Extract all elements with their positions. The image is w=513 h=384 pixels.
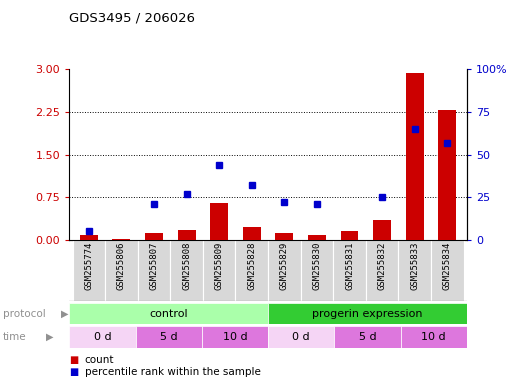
Text: 5 d: 5 d — [359, 332, 376, 342]
Text: time: time — [3, 332, 26, 342]
Text: GSM255808: GSM255808 — [182, 241, 191, 290]
Bar — [334, 326, 401, 348]
Bar — [235, 240, 268, 301]
Text: ■: ■ — [69, 355, 78, 365]
Bar — [137, 240, 170, 301]
Text: progerin expression: progerin expression — [312, 309, 423, 319]
Bar — [170, 240, 203, 301]
Text: GSM255828: GSM255828 — [247, 241, 256, 290]
Text: GSM255807: GSM255807 — [149, 241, 159, 290]
Text: GSM255831: GSM255831 — [345, 241, 354, 290]
Text: GSM255829: GSM255829 — [280, 241, 289, 290]
Bar — [301, 240, 333, 301]
Text: ■: ■ — [69, 367, 78, 377]
Text: GSM255809: GSM255809 — [214, 241, 224, 290]
Text: ▶: ▶ — [46, 332, 54, 342]
Text: GDS3495 / 206026: GDS3495 / 206026 — [69, 12, 195, 25]
Bar — [69, 326, 135, 348]
Bar — [80, 235, 98, 240]
Bar — [105, 240, 137, 301]
Bar — [333, 240, 366, 301]
Text: GSM255774: GSM255774 — [84, 241, 93, 290]
Text: 0 d: 0 d — [93, 332, 111, 342]
Bar — [341, 232, 359, 240]
Text: protocol: protocol — [3, 309, 45, 319]
Bar — [243, 227, 261, 240]
Bar — [268, 240, 301, 301]
Text: 5 d: 5 d — [160, 332, 177, 342]
Bar — [373, 220, 391, 240]
Bar — [431, 240, 464, 301]
Text: GSM255806: GSM255806 — [117, 241, 126, 290]
Bar — [177, 230, 195, 240]
Bar — [268, 303, 467, 324]
Bar — [135, 326, 202, 348]
Text: 0 d: 0 d — [292, 332, 310, 342]
Text: 10 d: 10 d — [421, 332, 446, 342]
Bar — [399, 240, 431, 301]
Bar — [202, 326, 268, 348]
Text: GSM255832: GSM255832 — [378, 241, 387, 290]
Bar — [210, 203, 228, 240]
Text: 10 d: 10 d — [223, 332, 247, 342]
Bar — [72, 240, 105, 301]
Bar — [275, 233, 293, 240]
Bar — [268, 326, 334, 348]
Bar — [406, 73, 424, 240]
Text: GSM255834: GSM255834 — [443, 241, 452, 290]
Bar — [308, 235, 326, 240]
Bar — [145, 233, 163, 240]
Bar — [401, 326, 467, 348]
Text: percentile rank within the sample: percentile rank within the sample — [85, 367, 261, 377]
Text: control: control — [149, 309, 188, 319]
Text: count: count — [85, 355, 114, 365]
Text: ▶: ▶ — [61, 309, 68, 319]
Text: GSM255833: GSM255833 — [410, 241, 419, 290]
Bar — [438, 110, 456, 240]
Bar — [69, 303, 268, 324]
Bar — [203, 240, 235, 301]
Bar — [366, 240, 399, 301]
Text: GSM255830: GSM255830 — [312, 241, 322, 290]
